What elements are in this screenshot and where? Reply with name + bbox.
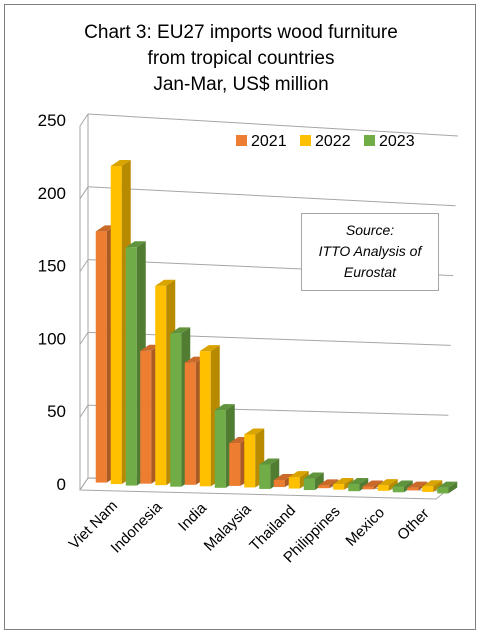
bar-front-2022 [155, 285, 167, 486]
bar-top-2022 [244, 428, 265, 435]
chart-title: Chart 3: EU27 imports wood furniture [84, 22, 398, 43]
chart-frame [4, 4, 476, 630]
bar-front-2021 [184, 362, 196, 485]
bar-top-2022 [377, 479, 398, 486]
bar-top-2022 [422, 480, 443, 487]
bar-front-2022 [377, 485, 389, 491]
bar-top-2023 [437, 481, 458, 488]
bar-top-2022 [155, 279, 176, 286]
y-tick-label: 100 [38, 329, 66, 348]
bar-front-2023 [259, 464, 271, 489]
bar-side-2022 [388, 479, 398, 491]
bar-front-2023 [437, 487, 449, 494]
bar-top-2021 [273, 473, 294, 480]
source-line-2: ITTO Analysis of [318, 243, 422, 259]
bar-front-2022 [288, 477, 300, 489]
bar-front-2023 [125, 247, 137, 486]
gridline-side [79, 186, 89, 200]
bar-front-2023 [303, 478, 315, 491]
bar-front-2022 [199, 351, 211, 487]
gridline-side [79, 404, 89, 418]
bar-top-2021 [407, 481, 428, 488]
source-annotation: Source: ITTO Analysis of Eurostat [301, 213, 439, 291]
chart-subtitle: from tropical countries [147, 48, 335, 69]
bar-front-2023 [214, 410, 226, 488]
bar-top-2022 [110, 159, 131, 166]
bar-top-2023 [303, 472, 324, 479]
legend-label-2021: 2021 [251, 133, 287, 150]
bar-front-2022 [110, 165, 122, 485]
bar-side-2022 [433, 480, 443, 492]
legend-label-2022: 2022 [315, 133, 351, 150]
bar-front-2021 [229, 443, 241, 486]
bar-front-2022 [333, 483, 345, 490]
bar-top-2022 [199, 345, 220, 352]
bar-side-2023 [359, 477, 369, 492]
bar-front-2021 [95, 231, 107, 483]
legend-swatch-2023 [364, 135, 375, 146]
gridline [87, 113, 459, 137]
bar-top-2023 [214, 404, 235, 411]
y-tick-label: 250 [38, 111, 66, 130]
y-tick-label: 50 [47, 402, 66, 421]
chart-title-block: Chart 3: EU27 imports wood furniture fro… [0, 20, 482, 98]
y-tick-label: 0 [57, 475, 66, 494]
source-line-1: Source: [345, 222, 395, 238]
legend-label-2023: 2023 [379, 133, 415, 150]
gridline-side [79, 332, 89, 345]
gridline [87, 331, 451, 346]
bar-front-2022 [244, 434, 256, 488]
x-category-label: Mexico [342, 504, 388, 550]
bar-top-2023 [259, 458, 280, 465]
bar-front-2022 [422, 486, 434, 492]
bar-front-2021 [318, 485, 330, 489]
bar-front-2021 [407, 487, 419, 491]
bar-top-2023 [348, 477, 369, 484]
x-category-label: Other [394, 505, 433, 544]
x-category-label: Malaysia [201, 500, 255, 554]
bar-top-2023 [125, 241, 146, 248]
bar-side-2023 [403, 480, 413, 493]
source-line-3: Eurostat [343, 264, 397, 280]
bar-side-2023 [314, 472, 324, 491]
gridline-side [79, 113, 89, 127]
y-tick-label: 200 [38, 184, 66, 203]
bar-front-2023 [170, 333, 182, 487]
bar-front-2023 [392, 486, 404, 493]
bar-top-2023 [170, 327, 191, 334]
bar-front-2021 [273, 479, 285, 488]
legend-swatch-2022 [300, 135, 311, 146]
x-category-label: India [175, 499, 210, 534]
bar-top-2021 [318, 479, 339, 486]
y-tick-label: 150 [38, 257, 66, 276]
bar-top-2022 [288, 471, 309, 478]
bar-front-2023 [348, 483, 360, 492]
gridline-side [79, 259, 89, 272]
bar-top-2022 [333, 477, 354, 484]
gridline [87, 186, 456, 207]
bar-side-2023 [448, 481, 458, 494]
chart-subtitle-period: Jan-Mar, US$ million [153, 74, 329, 95]
bar-front-2021 [362, 486, 374, 490]
legend-swatch-2021 [236, 135, 247, 146]
bar-top-2023 [392, 480, 413, 487]
bar-top-2021 [362, 480, 383, 487]
bar-front-2021 [140, 350, 152, 484]
